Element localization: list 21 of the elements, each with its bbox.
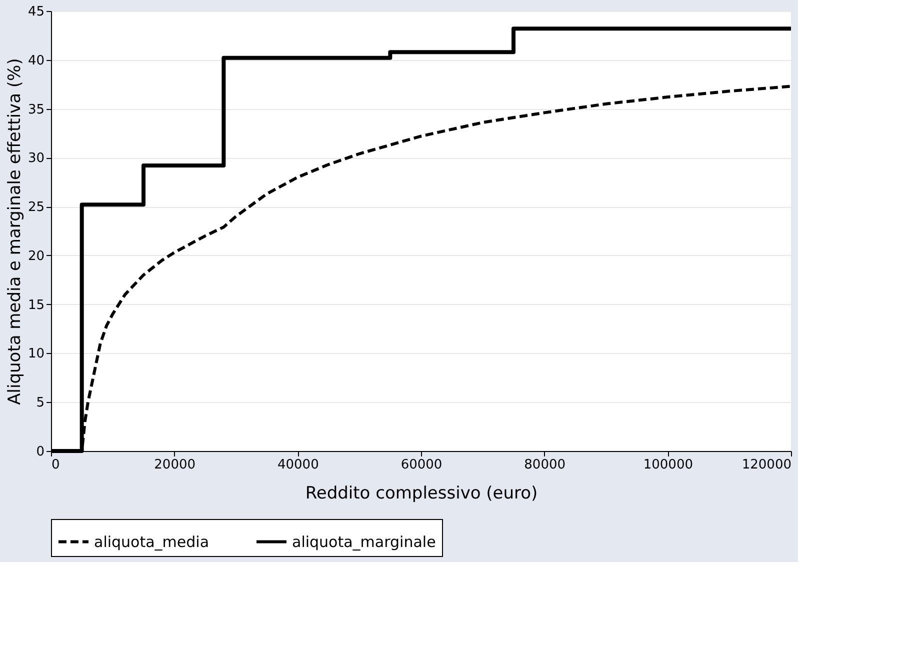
y-tick-label: 35 [28,102,44,118]
x-tick-label: 80000 [524,458,566,472]
y-axis-title: Aliquota media e marginale effettiva (%) [4,58,25,405]
y-tick-label: 25 [28,200,44,216]
y-tick-label: 10 [28,346,44,362]
x-tick-label: 120000 [742,458,792,472]
y-tick-label: 20 [28,248,44,264]
x-axis-title: Reddito complessivo (euro) [305,484,538,504]
legend-label: aliquota_media [94,532,210,551]
y-tick-label: 5 [36,396,44,411]
y-tick-label: 40 [28,53,44,68]
x-tick-label: 100000 [643,458,693,472]
x-tick-label: 20000 [154,458,196,472]
x-tick-label: 40000 [277,458,319,472]
legend-label: aliquota_marginale [292,532,436,551]
y-tick-label: 15 [28,298,44,313]
y-tick-label: 30 [28,151,44,166]
x-tick-label: 0 [52,458,60,472]
y-tick-label: 45 [28,4,44,20]
x-tick-label: 60000 [400,458,442,472]
y-tick-label: 0 [36,444,44,460]
